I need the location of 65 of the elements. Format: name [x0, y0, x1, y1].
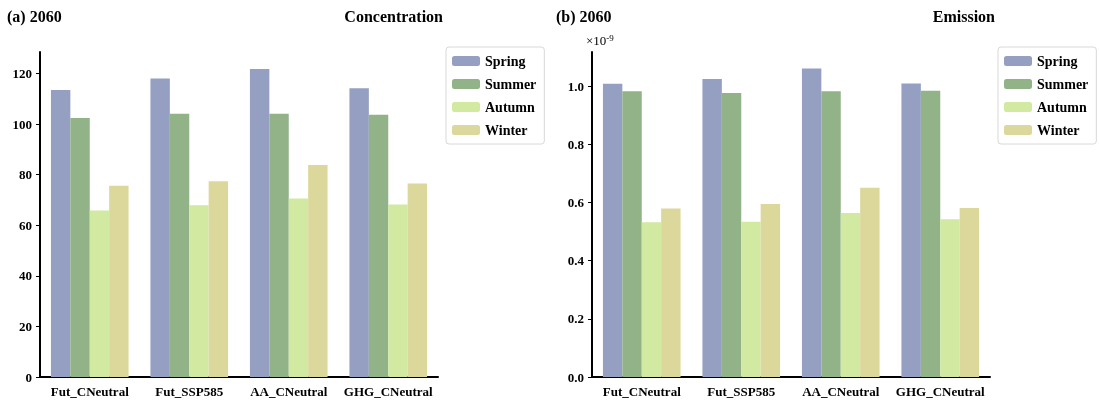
x-tick-label: Fut_CNeutral: [50, 384, 130, 399]
bar: [368, 114, 389, 377]
bar: [940, 219, 960, 377]
chart-title: (a) 2060: [7, 7, 62, 26]
chart-title: (b) 2060: [556, 7, 612, 26]
legend-label: Autumn: [1037, 99, 1088, 115]
legend-label: Summer: [485, 76, 537, 92]
y-tick-label: 120: [12, 66, 32, 81]
y-tick-label: 0: [25, 369, 32, 385]
bar: [50, 89, 71, 377]
legend-label: Winter: [1037, 122, 1080, 138]
y-tick-label: 60: [19, 217, 32, 233]
y-tick-label: 0.2: [567, 311, 584, 327]
legend-label: Autumn: [485, 99, 536, 115]
legend-label: Spring: [1037, 53, 1078, 69]
bar: [602, 83, 623, 377]
y-tick-label: 0.0: [567, 369, 584, 385]
chart-subtitle: Concentration: [344, 7, 444, 25]
y-tick-label: 0.4: [567, 253, 585, 269]
x-tick-label: Fut_CNeutral: [602, 384, 682, 399]
bar: [661, 208, 681, 377]
y-tick-label: 80: [19, 167, 32, 183]
y-tick-label: 0.8: [567, 136, 585, 152]
bar: [702, 79, 722, 377]
bar: [388, 204, 408, 377]
bar: [801, 68, 822, 377]
x-tick-label: Fut_SSP585: [707, 384, 776, 399]
bar: [721, 92, 742, 377]
bar: [860, 187, 880, 377]
bar: [741, 221, 761, 377]
bar: [308, 165, 328, 377]
x-tick-label: GHG_CNeutral: [895, 384, 986, 399]
bar: [349, 88, 369, 377]
y-tick-label: 1.0: [567, 78, 584, 94]
legend-label: Winter: [485, 122, 528, 138]
bar: [622, 91, 642, 377]
bar: [150, 78, 170, 377]
bar: [840, 213, 861, 377]
bar: [89, 210, 110, 377]
y-tick-label: 0.6: [567, 195, 585, 211]
bar: [109, 185, 129, 377]
legend-label: Spring: [485, 53, 526, 69]
bar: [920, 90, 941, 377]
chart-subtitle: Emission: [932, 7, 996, 25]
legend-label: Summer: [1037, 76, 1089, 92]
bar: [208, 181, 229, 377]
x-tick-label: GHG_CNeutral: [343, 384, 434, 399]
bar: [760, 204, 781, 377]
bar: [269, 113, 289, 377]
x-tick-label: Fut_SSP585: [155, 384, 224, 399]
bar: [189, 205, 209, 377]
bar: [641, 222, 662, 377]
y-tick-label: 40: [19, 268, 32, 284]
bar: [901, 83, 921, 377]
y-tick-label: 20: [19, 318, 32, 334]
bar: [821, 91, 841, 377]
bar: [288, 198, 309, 377]
bar: [959, 208, 980, 377]
bar: [169, 113, 190, 377]
bar: [249, 68, 270, 377]
x-tick-label: AA_CNeutral: [802, 384, 880, 399]
x-tick-label: AA_CNeutral: [250, 384, 328, 399]
y-tick-label: 100: [12, 116, 32, 132]
bar: [70, 118, 90, 377]
bar: [407, 183, 428, 377]
